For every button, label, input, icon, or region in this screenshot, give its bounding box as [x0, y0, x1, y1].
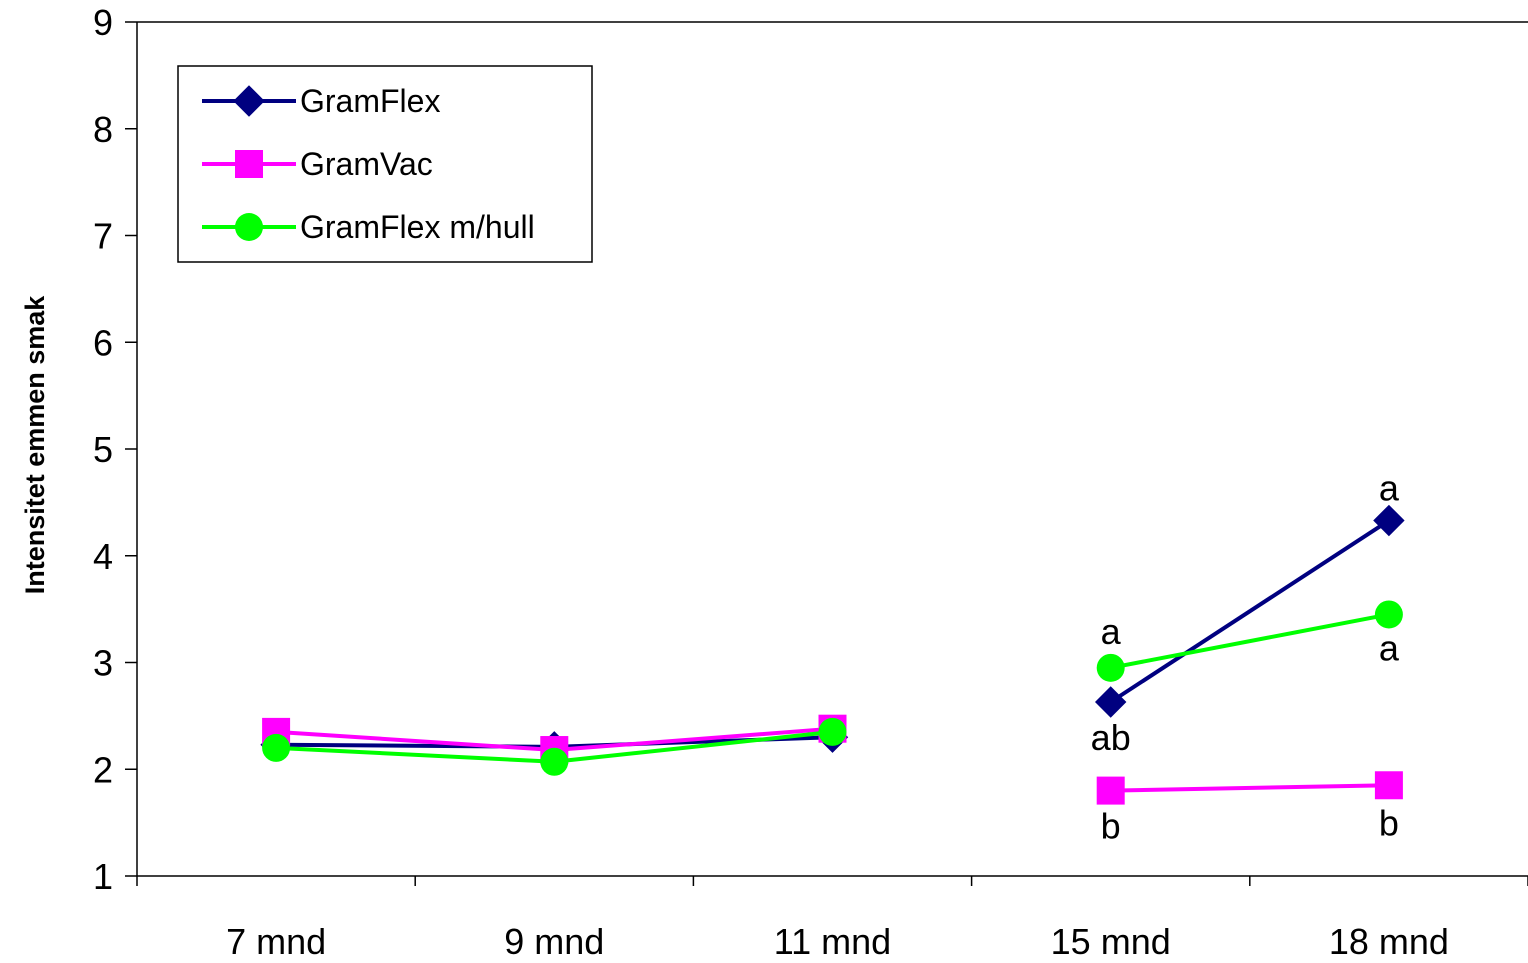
legend-item: GramVac	[202, 146, 433, 182]
x-axis-ticks: 7 mnd 9 mnd 11 mnd 15 mnd 18 mnd	[136, 876, 1528, 962]
legend-label: GramFlex	[300, 83, 440, 119]
series-group	[260, 504, 1405, 805]
data-label: b	[1101, 806, 1121, 847]
legend-item: GramFlex m/hull	[202, 209, 535, 245]
x-tick-label: 15 mnd	[1051, 921, 1171, 962]
y-tick-label: 5	[93, 429, 113, 470]
y-tick-label: 3	[93, 643, 113, 684]
y-tick-label: 9	[93, 2, 113, 43]
series-line	[1110, 612, 1390, 670]
legend: GramFlex GramVac GramFlex m/hull	[177, 65, 593, 263]
y-tick-label: 8	[93, 109, 113, 150]
y-axis-ticks: 1 2 3 4 5 6 7 8 9	[93, 2, 137, 897]
data-point	[818, 717, 847, 746]
data-point	[1373, 504, 1405, 537]
x-tick-label: 7 mnd	[226, 921, 326, 962]
data-label: a	[1379, 627, 1400, 668]
y-tick-label: 7	[93, 216, 113, 257]
y-axis-label: Intensitet emmen smak	[20, 295, 50, 595]
data-label: a	[1379, 468, 1400, 509]
data-point	[1094, 686, 1127, 718]
legend-swatch-marker	[235, 213, 263, 241]
y-tick-label: 6	[93, 322, 113, 363]
x-tick-label: 18 mnd	[1329, 921, 1449, 962]
series-line	[1110, 783, 1389, 793]
x-tick-label: 9 mnd	[504, 921, 604, 962]
series-line	[1109, 518, 1390, 704]
data-label: ab	[1091, 717, 1131, 758]
legend-swatch-marker	[235, 150, 263, 178]
legend-swatch-marker	[233, 85, 265, 117]
legend-label: GramVac	[300, 146, 433, 182]
series-gramflex-m-hull	[262, 600, 1403, 776]
data-label: a	[1101, 611, 1122, 652]
data-point	[262, 733, 291, 762]
data-point	[1374, 771, 1403, 800]
data-point	[1096, 776, 1125, 805]
legend-item: GramFlex	[202, 83, 440, 119]
data-point	[1096, 653, 1125, 682]
data-point	[540, 747, 569, 776]
data-label: b	[1379, 802, 1399, 843]
y-tick-label: 4	[93, 536, 113, 577]
data-point	[1374, 600, 1403, 629]
y-tick-label: 2	[93, 749, 113, 790]
x-tick-label: 11 mnd	[774, 921, 891, 962]
y-tick-label: 1	[93, 856, 113, 897]
legend-label: GramFlex m/hull	[300, 209, 535, 245]
